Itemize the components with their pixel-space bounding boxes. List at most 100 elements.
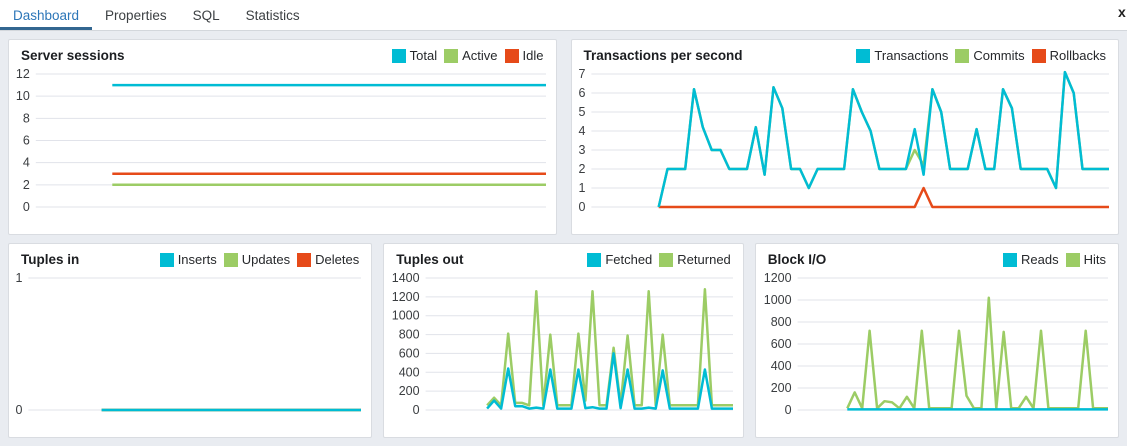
legend-label: Total (409, 48, 438, 63)
y-axis-tick-label: 2 (578, 162, 585, 176)
legend-swatch-deletes (297, 252, 312, 267)
y-axis-tick-label: 1400 (392, 271, 420, 285)
y-axis-tick-label: 1 (578, 181, 585, 195)
legend-swatch-idle (504, 48, 519, 63)
legend-swatch-transactions (856, 48, 871, 63)
series-line-fetched (486, 352, 734, 410)
legend-label: Transactions (874, 48, 949, 63)
y-axis-tick-label: 1 (15, 271, 22, 285)
y-axis-tick-label: 600 (399, 346, 420, 360)
chart-tuples-out: 0 200 400 600 800 1000 1200 1400 (384, 269, 743, 426)
legend-swatch-commits (955, 48, 970, 63)
tab-bar: Dashboard Properties SQL Statistics x (0, 0, 1127, 31)
legend-label: Deletes (315, 252, 360, 267)
chart-block-io: 0 200 400 600 800 1000 1200 (756, 269, 1118, 426)
y-axis-tick-label: 0 (413, 403, 420, 417)
tab-properties[interactable]: Properties (105, 7, 167, 23)
legend-swatch-returned (659, 252, 674, 267)
legend-item-inserts: Inserts (159, 252, 217, 267)
y-axis-tick-label: 1000 (764, 293, 792, 307)
legend-label: Reads (1021, 252, 1059, 267)
line-chart-block-io: 0 200 400 600 800 1000 1200 (764, 271, 1108, 417)
y-axis-tick-label: 1000 (392, 309, 420, 323)
legend-server-sessions: Total Active Idle (391, 48, 544, 63)
tab-sql[interactable]: SQL (192, 7, 220, 23)
legend-transactions: Transactions Commits Rollbacks (856, 48, 1106, 63)
y-axis-tick-label: 0 (23, 200, 30, 214)
legend-label: Fetched (605, 252, 653, 267)
legend-item-idle: Idle (504, 48, 544, 63)
legend-swatch-hits (1065, 252, 1080, 267)
legend-item-total: Total (391, 48, 438, 63)
legend-swatch-inserts (159, 252, 174, 267)
y-axis-tick-label: 0 (578, 200, 585, 214)
legend-swatch-rollbacks (1031, 48, 1046, 63)
legend-item-active: Active (444, 48, 498, 63)
y-axis-tick-label: 10 (16, 89, 30, 103)
line-chart-tuples-in: 01 (15, 271, 361, 417)
legend-swatch-fetched (587, 252, 602, 267)
legend-item-transactions: Transactions (856, 48, 948, 63)
y-axis-tick-label: 600 (771, 337, 792, 351)
legend-tuples-out: Fetched Returned (587, 252, 731, 267)
legend-item-updates: Updates (223, 252, 290, 267)
legend-label: Idle (522, 48, 544, 63)
tab-statistics[interactable]: Statistics (245, 7, 300, 23)
legend-item-deletes: Deletes (297, 252, 359, 267)
chart-transactions: 0 1 2 3 4 5 6 7 (572, 65, 1119, 223)
panel-transactions: Transactions per second Transactions Comm… (570, 39, 1119, 235)
legend-tuples-in: Inserts Updates Deletes (159, 252, 359, 267)
panel-title-server-sessions: Server sessions (21, 48, 125, 63)
legend-swatch-active (444, 48, 459, 63)
y-axis-tick-label: 4 (578, 124, 585, 138)
legend-item-rollbacks: Rollbacks (1031, 48, 1106, 63)
panel-title-tuples-in: Tuples in (21, 252, 80, 267)
legend-item-commits: Commits (955, 48, 1025, 63)
series-line-transactions (656, 70, 1109, 208)
tab-dashboard[interactable]: Dashboard (0, 0, 93, 30)
legend-block-io: Reads Hits (1003, 252, 1106, 267)
line-chart-tuples-out: 0 200 400 600 800 1000 1200 1400 (392, 271, 734, 417)
legend-swatch-reads (1003, 252, 1018, 267)
y-axis-tick-label: 200 (771, 381, 792, 395)
y-axis-tick-label: 0 (15, 403, 22, 417)
series-line-rollbacks (658, 186, 1109, 209)
y-axis-tick-label: 4 (23, 156, 30, 170)
y-axis-tick-label: 6 (23, 134, 30, 148)
y-axis-tick-label: 800 (399, 328, 420, 342)
panel-tuples-out: Tuples out Fetched Returned 0 200 400 600 800… (383, 243, 744, 438)
y-axis-tick-label: 0 (784, 403, 791, 417)
legend-item-hits: Hits (1065, 252, 1106, 267)
line-chart-server-sessions: 0 2 4 6 8 10 12 (16, 67, 546, 214)
close-icon[interactable]: x (1118, 4, 1126, 20)
y-axis-tick-label: 200 (399, 384, 420, 398)
y-axis-tick-label: 7 (578, 67, 585, 81)
legend-label: Rollbacks (1049, 48, 1106, 63)
y-axis-tick-label: 1200 (392, 290, 420, 304)
legend-item-reads: Reads (1003, 252, 1059, 267)
series-line-commits (656, 70, 1109, 208)
legend-label: Active (462, 48, 498, 63)
y-axis-tick-label: 400 (399, 365, 420, 379)
panel-block-io: Block I/O Reads Hits 0 200 400 600 800 1000 120… (754, 243, 1119, 438)
legend-label: Returned (677, 252, 731, 267)
y-axis-tick-label: 400 (771, 359, 792, 373)
y-axis-tick-label: 6 (578, 86, 585, 100)
legend-swatch-total (391, 48, 406, 63)
dashboard-content: Server sessions Total Active Idle 0 2 4 6 8 10 1… (0, 31, 1127, 446)
line-chart-transactions: 0 1 2 3 4 5 6 7 (578, 67, 1109, 214)
y-axis-tick-label: 5 (578, 105, 585, 119)
panel-title-transactions: Transactions per second (583, 48, 743, 63)
y-axis-tick-label: 800 (771, 315, 792, 329)
legend-label: Hits (1083, 252, 1106, 267)
legend-item-returned: Returned (659, 252, 731, 267)
legend-swatch-updates (223, 252, 238, 267)
legend-label: Inserts (177, 252, 217, 267)
legend-item-fetched: Fetched (587, 252, 652, 267)
series-line-hits (845, 296, 1108, 410)
y-axis-tick-label: 2 (23, 178, 30, 192)
y-axis-tick-label: 3 (578, 143, 585, 157)
panel-title-block-io: Block I/O (767, 252, 827, 267)
